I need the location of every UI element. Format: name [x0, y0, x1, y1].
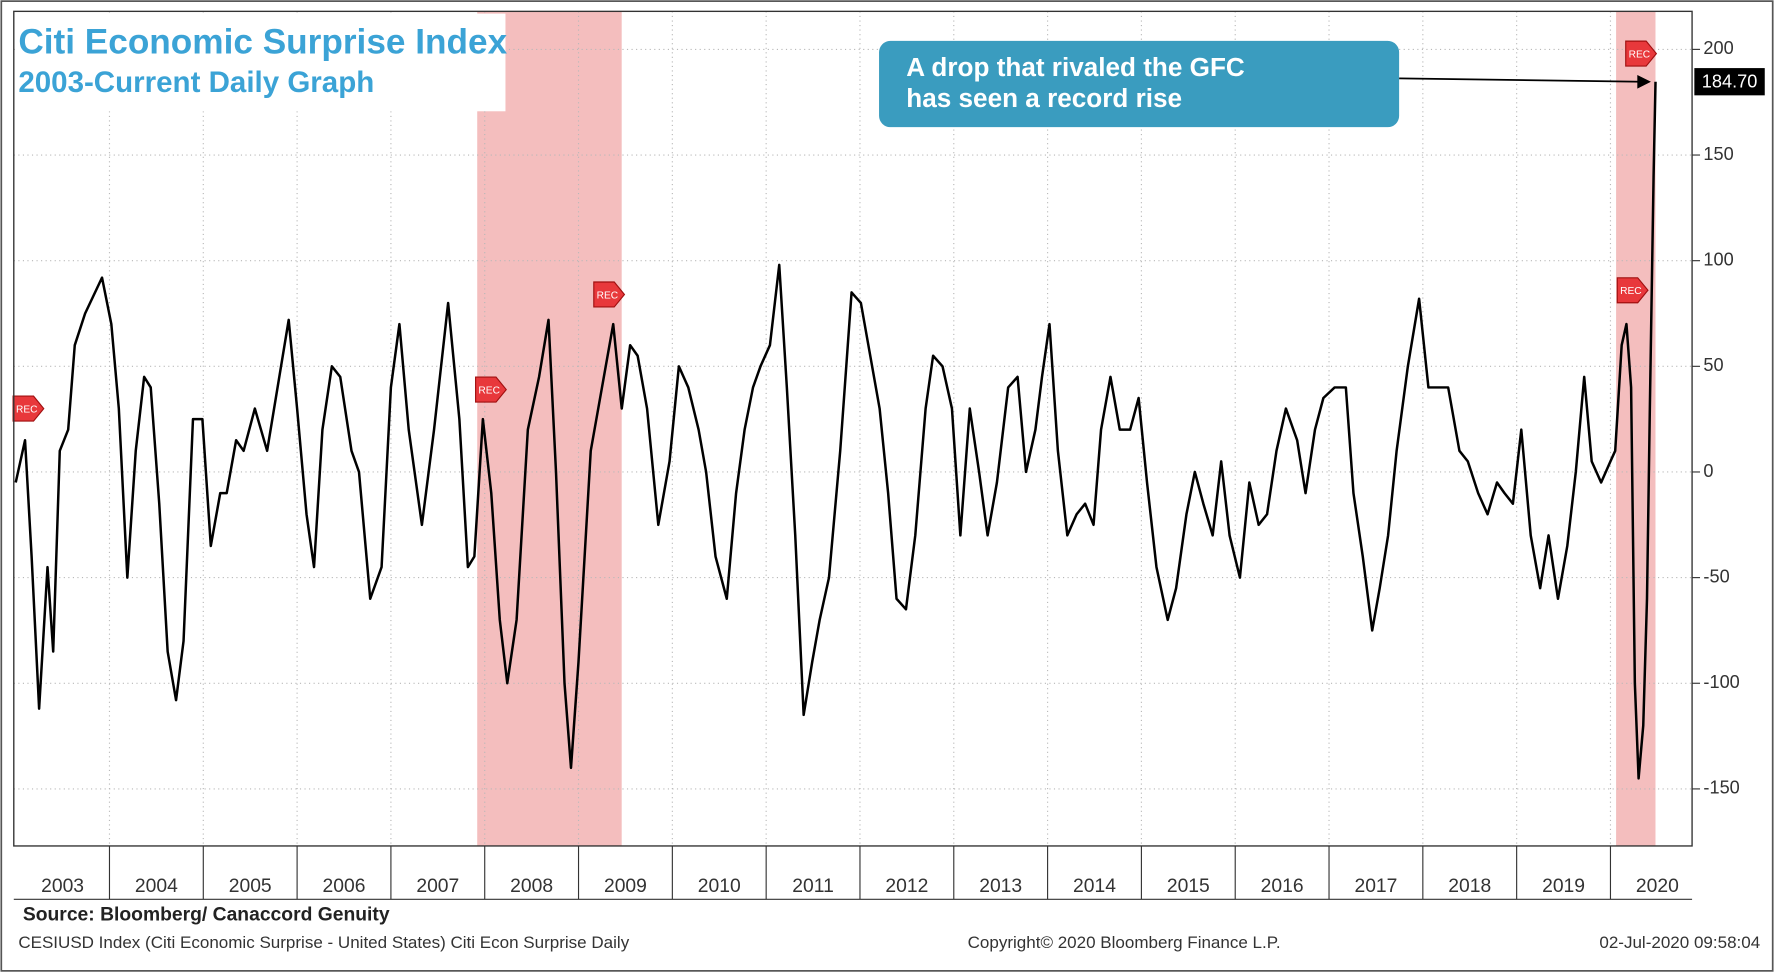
x-tick-label: 2020 [1636, 876, 1679, 897]
x-tick-label: 2003 [41, 876, 84, 897]
y-tick-label: 50 [1703, 355, 1723, 375]
x-tick-label: 2016 [1261, 876, 1304, 897]
y-tick-label: 150 [1703, 144, 1733, 164]
rec-marker-label: REC [16, 404, 38, 415]
plot-frame [13, 10, 1693, 847]
footer-right: 02-Jul-2020 09:58:04 [1599, 933, 1760, 952]
footer-left: CESIUSD Index (Citi Economic Surprise - … [18, 933, 629, 952]
x-tick-label: 2004 [135, 876, 178, 897]
rec-marker [1616, 277, 1649, 304]
x-tick-label: 2014 [1073, 876, 1116, 897]
title-backdrop [14, 13, 506, 112]
x-tick-label: 2008 [510, 876, 553, 897]
callout-arrow [1399, 77, 1642, 83]
x-tick-label: 2009 [604, 876, 647, 897]
x-tick-label: 2019 [1542, 876, 1585, 897]
x-tick-label: 2013 [979, 876, 1022, 897]
x-tick-label: 2007 [416, 876, 459, 897]
last-value-box [1694, 68, 1765, 96]
x-tick-label: 2006 [323, 876, 366, 897]
callout-text: has seen a record rise [906, 83, 1182, 113]
x-tick-label: 2011 [792, 876, 834, 897]
rec-marker-label: REC [1629, 49, 1651, 60]
x-tick-label: 2005 [229, 876, 272, 897]
x-tick-label: 2015 [1167, 876, 1210, 897]
x-tick-label: 2012 [885, 876, 928, 897]
y-tick-label: 0 [1703, 461, 1713, 481]
rec-marker [1625, 40, 1658, 67]
callout-arrowhead [1637, 74, 1651, 89]
callout-text: A drop that rivaled the GFC [906, 52, 1245, 82]
recession-band [477, 11, 622, 846]
y-tick-label: -100 [1703, 672, 1739, 692]
rec-marker-label: REC [1620, 286, 1642, 297]
chart-subtitle: 2003-Current Daily Graph [18, 66, 374, 99]
y-tick-label: -50 [1703, 566, 1729, 586]
last-value-label: 184.70 [1702, 72, 1758, 92]
y-tick-label: -150 [1703, 778, 1739, 798]
rec-marker [593, 281, 626, 308]
rec-marker-label: REC [478, 385, 500, 396]
rec-marker-label: REC [597, 290, 619, 301]
callout-box [879, 40, 1400, 128]
series-line [14, 81, 1657, 780]
x-tick-label: 2017 [1354, 876, 1397, 897]
rec-marker [475, 376, 507, 403]
x-tick-label: 2010 [698, 876, 741, 897]
footer-center: Copyright© 2020 Bloomberg Finance L.P. [968, 933, 1281, 952]
rec-marker [12, 395, 45, 422]
y-tick-label: 100 [1703, 249, 1733, 269]
chart-title: Citi Economic Surprise Index [18, 23, 507, 62]
x-tick-label: 2018 [1448, 876, 1491, 897]
source: Source: Bloomberg/ Canaccord Genuity [23, 904, 390, 925]
y-tick-label: 200 [1703, 38, 1733, 58]
